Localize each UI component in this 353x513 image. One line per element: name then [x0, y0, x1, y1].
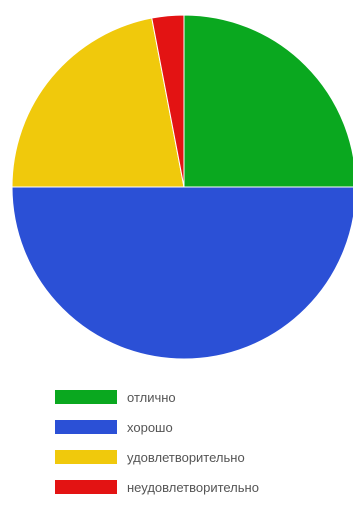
- legend-swatch: [55, 450, 117, 464]
- legend-item-4: неудовлетворительно: [55, 480, 259, 495]
- legend-label: неудовлетворительно: [127, 480, 259, 495]
- legend-label: хорошо: [127, 420, 173, 435]
- pie-slices: [11, 14, 353, 360]
- legend-item-1: отлично: [55, 390, 176, 405]
- pie-slice-4: [151, 14, 185, 188]
- legend-swatch: [55, 480, 117, 494]
- legend-swatch: [55, 420, 117, 434]
- legend: отлично хорошо удовлетворительно неудовлетв…: [55, 390, 259, 495]
- pie-slice-2: [11, 186, 353, 360]
- legend-item-3: удовлетворительно: [55, 450, 245, 465]
- legend-item-2: хорошо: [55, 420, 173, 435]
- legend-label: отлично: [127, 390, 176, 405]
- legend-swatch: [55, 390, 117, 404]
- pie-slice-3: [11, 17, 185, 188]
- pie-slice-1: [183, 14, 353, 188]
- legend-label: удовлетворительно: [127, 450, 245, 465]
